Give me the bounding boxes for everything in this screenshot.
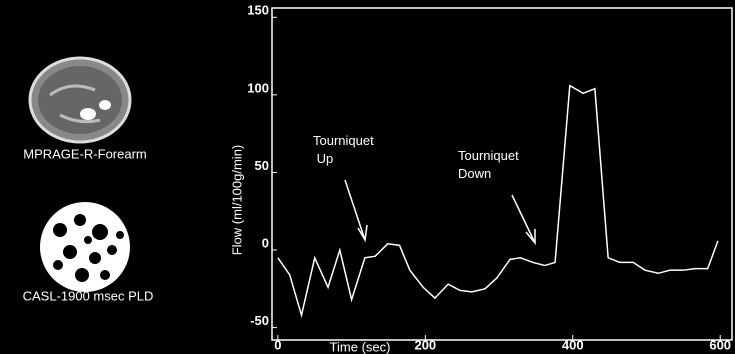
x-axis-label: Time (sec): [330, 339, 391, 354]
mri-image: [30, 58, 130, 142]
x-tick-label: 600: [709, 337, 731, 352]
y-tick-label: 50: [255, 158, 269, 173]
casl-image: [40, 202, 130, 292]
annotation-line: Tourniquet: [313, 133, 374, 148]
y-tick-label: 100: [247, 80, 269, 95]
y-tick-label: 150: [247, 3, 269, 18]
x-tick-label: 200: [414, 337, 436, 352]
y-tick-label: 0: [262, 235, 269, 250]
y-axis-label: Flow (ml/100g/min): [229, 145, 244, 256]
annotation-line: Up: [313, 151, 333, 166]
x-tick-label: 400: [562, 337, 584, 352]
y-tick-label: -50: [250, 313, 269, 328]
annotation-line: Down: [458, 166, 491, 181]
annotation-line: Tourniquet: [458, 148, 519, 163]
image-caption: CASL-1900 msec PLD: [23, 288, 154, 303]
figure: MPRAGE-R-Forearm CASL-1900 msec PLD Time…: [0, 0, 735, 354]
x-tick-label: 0: [274, 337, 281, 352]
image-caption: MPRAGE-R-Forearm: [23, 146, 147, 161]
